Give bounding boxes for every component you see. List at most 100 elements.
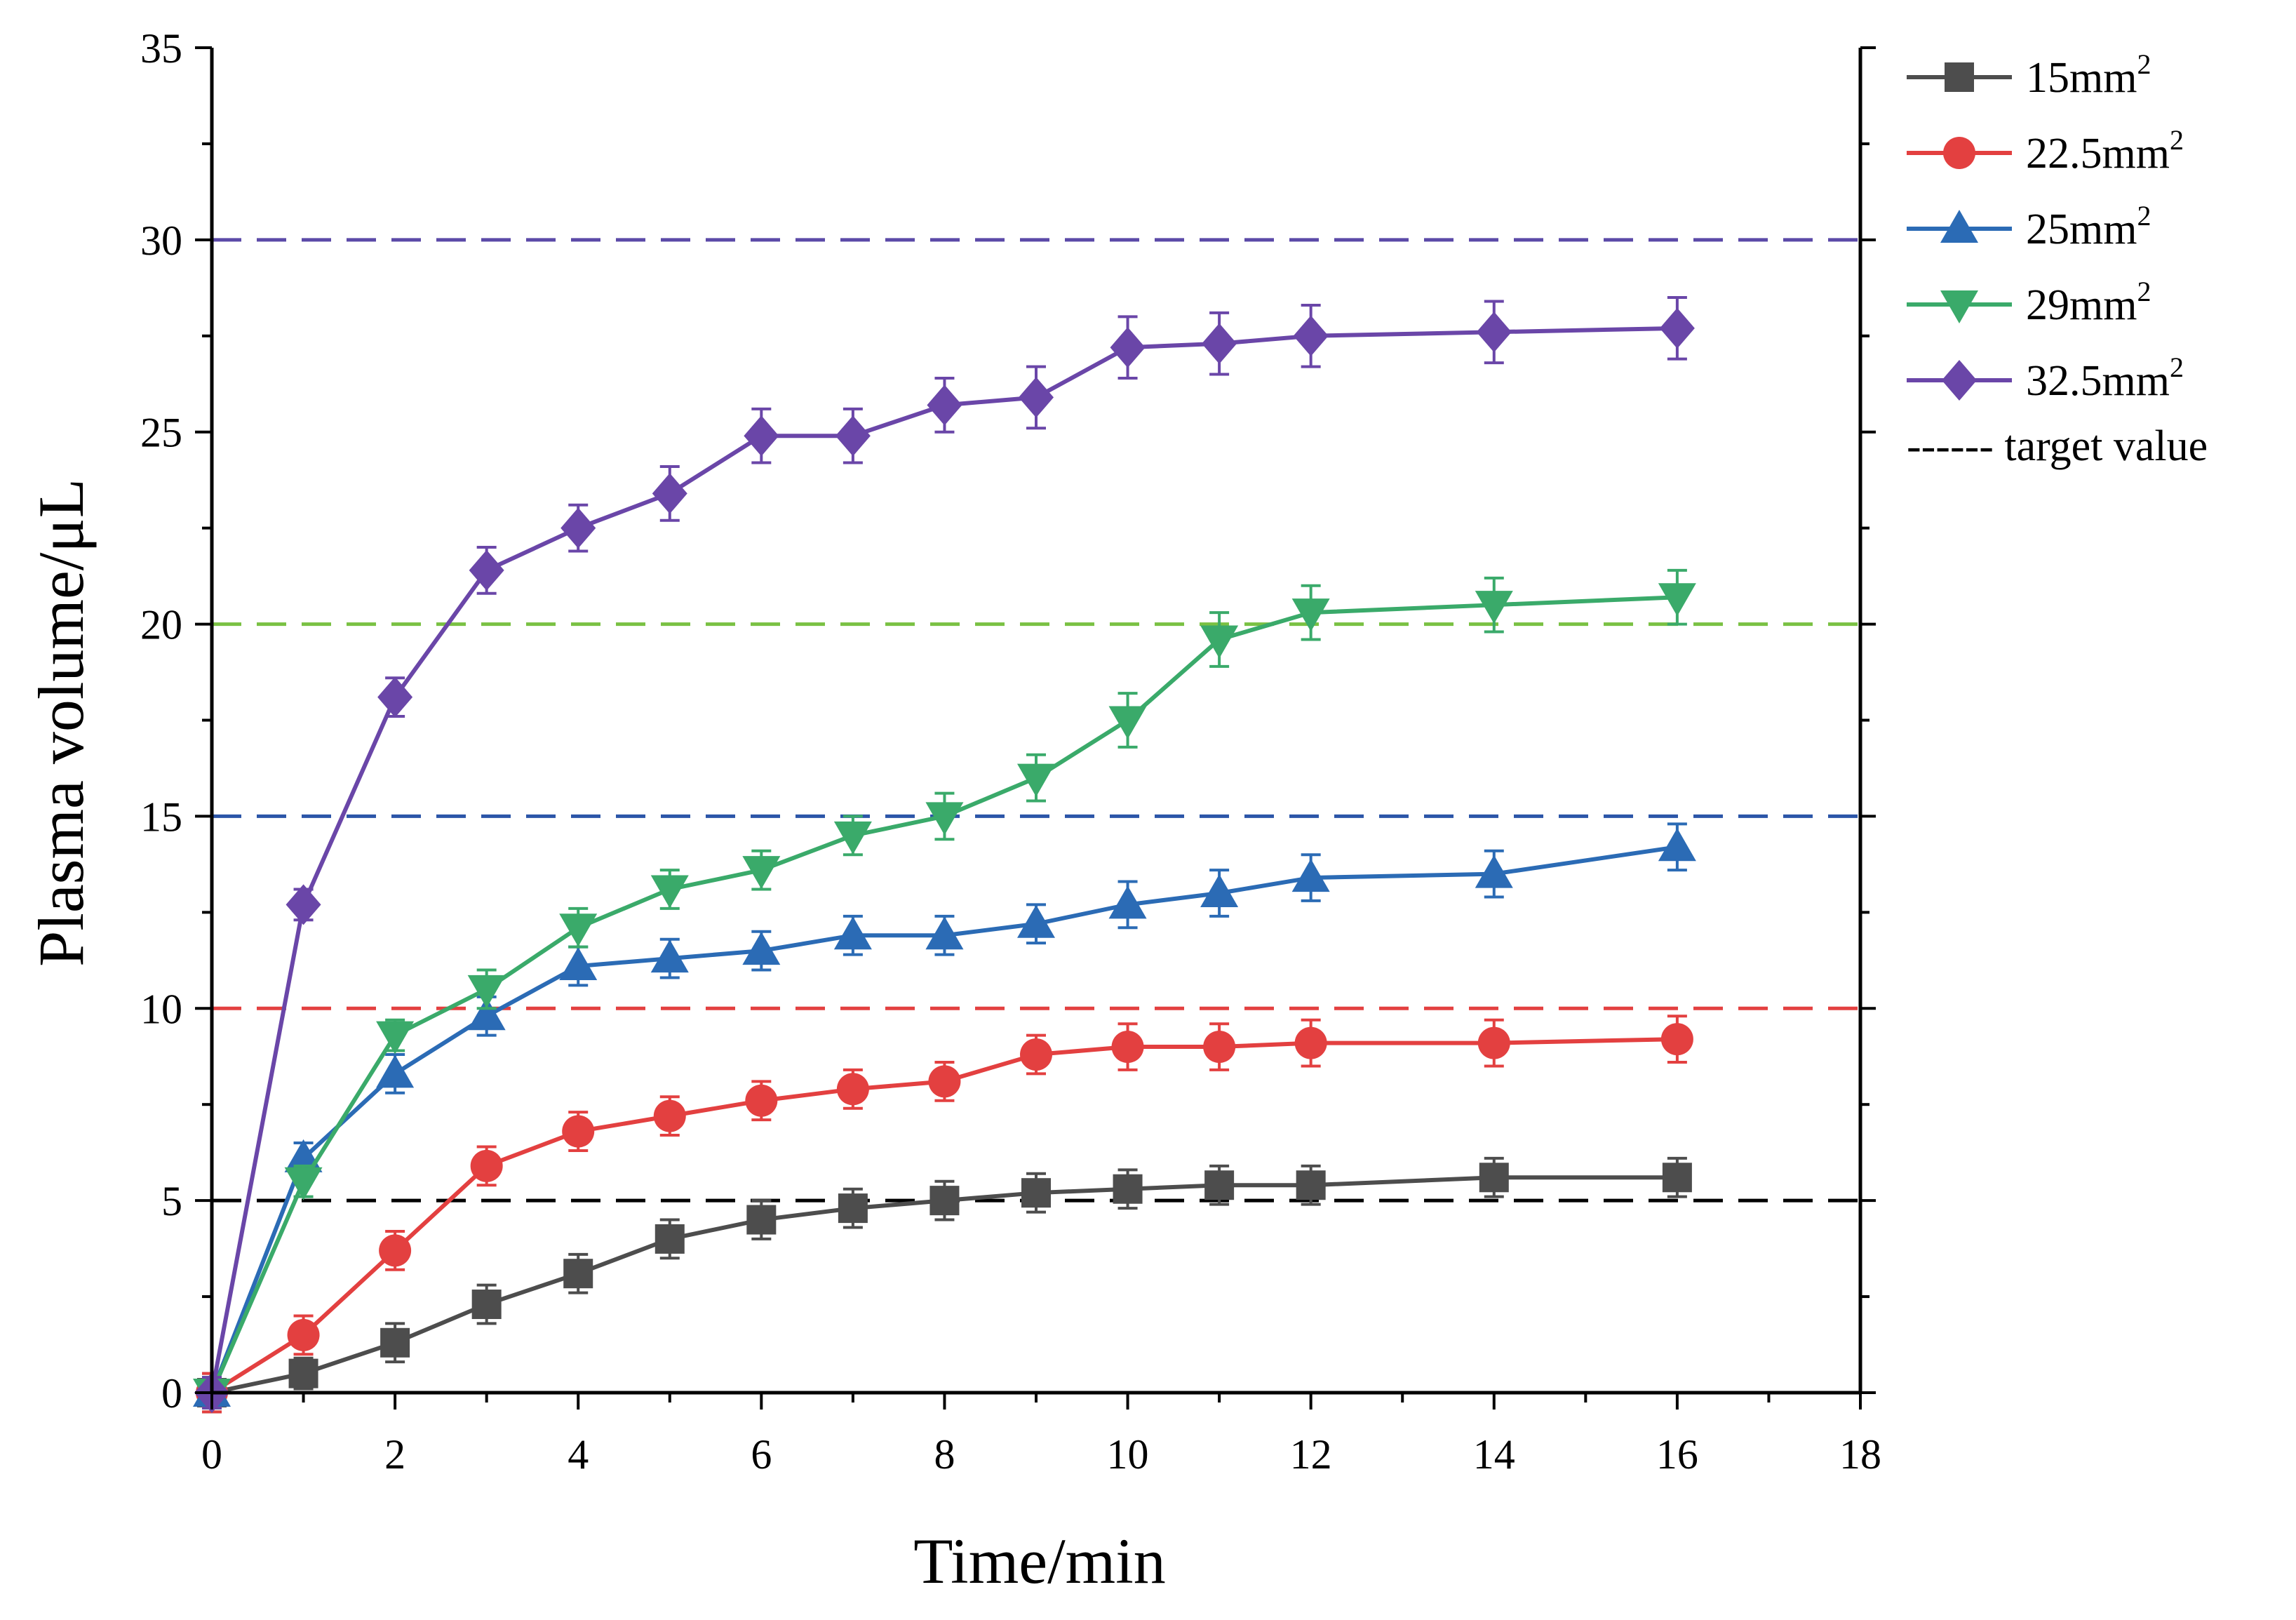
data-point: [650, 875, 689, 909]
data-point: [927, 384, 962, 426]
x-tick-label: 4: [568, 1431, 589, 1478]
data-point: [1204, 1170, 1235, 1200]
x-tick-label: 6: [751, 1431, 772, 1478]
legend: 15mm2 22.5mm2 25mm2 29mm2 32.5mm2 ------ targ…: [1907, 48, 2208, 470]
data-point: [563, 1259, 593, 1289]
x-tick-label: 16: [1656, 1431, 1698, 1478]
data-point: [470, 1149, 503, 1182]
y-tick-label: 10: [140, 986, 182, 1032]
data-point: [467, 975, 506, 1008]
data-point: [742, 932, 781, 965]
data-point: [1200, 873, 1239, 907]
data-point: [467, 997, 506, 1031]
y-axis-title: Plasma volume/μL: [25, 478, 97, 967]
data-point: [1658, 828, 1696, 862]
series-line-3: [210, 595, 1678, 1394]
legend-item-2: 25mm2: [1907, 200, 2151, 253]
data-point: [284, 1167, 323, 1200]
series-layer: [193, 296, 1696, 1414]
data-point: [833, 821, 872, 855]
data-point: [377, 676, 413, 718]
data-point: [1019, 377, 1054, 418]
data-point: [1017, 763, 1055, 797]
legend-item-1: 22.5mm2: [1907, 124, 2184, 178]
data-point: [1476, 312, 1512, 353]
data-point: [838, 1193, 868, 1224]
data-point: [1477, 1026, 1510, 1059]
data-point: [929, 1186, 960, 1216]
data-point: [654, 1224, 685, 1254]
legend-marker: [1942, 360, 1977, 401]
data-point: [746, 1205, 777, 1235]
data-point: [1296, 1170, 1326, 1200]
data-point: [1113, 1174, 1143, 1204]
data-point: [1658, 583, 1696, 617]
legend-marker: [1940, 210, 1978, 243]
data-point: [652, 473, 687, 514]
data-point: [1020, 1038, 1052, 1071]
series-3: [193, 568, 1696, 1412]
data-point: [1475, 591, 1513, 624]
series-0: [197, 1156, 1692, 1414]
data-point: [1202, 323, 1237, 364]
data-point: [744, 415, 779, 457]
legend-item-0: 15mm2: [1907, 48, 2151, 102]
series-4: [194, 296, 1695, 1413]
data-point: [1662, 1163, 1692, 1193]
x-tick-label: 18: [1839, 1431, 1881, 1478]
legend-label: 15mm2: [2026, 48, 2151, 102]
data-point: [928, 1065, 961, 1098]
data-point: [1108, 706, 1147, 739]
series-line-4: [210, 326, 1677, 1393]
series-1: [196, 1015, 1693, 1414]
data-point: [833, 916, 872, 950]
data-point: [925, 916, 964, 950]
legend-item-3: 29mm2: [1907, 276, 2151, 329]
y-tick-label: 35: [140, 25, 182, 72]
data-point: [742, 856, 781, 890]
data-point: [1110, 327, 1146, 368]
data-point: [745, 1084, 778, 1117]
series-2: [193, 822, 1696, 1410]
data-point: [925, 802, 964, 836]
y-tick-label: 15: [140, 794, 182, 840]
data-point: [1479, 1163, 1509, 1193]
data-point: [1108, 885, 1147, 919]
x-tick-label: 0: [201, 1431, 222, 1478]
legend-superscript: 2: [2137, 200, 2151, 232]
data-point: [653, 1099, 686, 1132]
data-point: [559, 947, 598, 981]
x-tick-label: 14: [1473, 1431, 1515, 1478]
data-point: [1475, 855, 1513, 888]
legend-superscript: 2: [2170, 124, 2184, 156]
legend-superscript: 2: [2137, 48, 2151, 80]
y-tick-label: 20: [140, 602, 182, 648]
data-point: [469, 549, 504, 591]
legend-item-4: 32.5mm2: [1907, 352, 2184, 405]
legend-label: 32.5mm2: [2026, 352, 2184, 405]
data-point: [1021, 1178, 1051, 1208]
legend-marker: [1943, 137, 1975, 169]
data-point: [380, 1327, 410, 1358]
data-point: [1111, 1031, 1144, 1064]
legend-label: 25mm2: [2026, 200, 2151, 253]
data-point: [1017, 904, 1055, 938]
data-point: [562, 1115, 595, 1148]
x-tick-label: 2: [384, 1431, 405, 1478]
data-point: [1203, 1031, 1236, 1064]
data-point: [1294, 1026, 1327, 1059]
data-point: [471, 1290, 502, 1320]
x-tick-label: 8: [934, 1431, 955, 1478]
data-point: [836, 1073, 869, 1106]
y-tick-label: 0: [161, 1370, 182, 1417]
data-point: [1291, 859, 1330, 892]
legend-superscript: 2: [2137, 276, 2151, 307]
data-point: [1200, 625, 1239, 659]
legend-marker: [1945, 62, 1974, 92]
axes: 0 2 4 6 8 10 12 14 16 18 0 5 10 15 20 25 30 35: [140, 25, 1881, 1478]
data-point: [835, 415, 871, 457]
data-point: [379, 1234, 412, 1267]
y-tick-label: 25: [140, 410, 182, 456]
x-tick-label: 12: [1290, 1431, 1332, 1478]
